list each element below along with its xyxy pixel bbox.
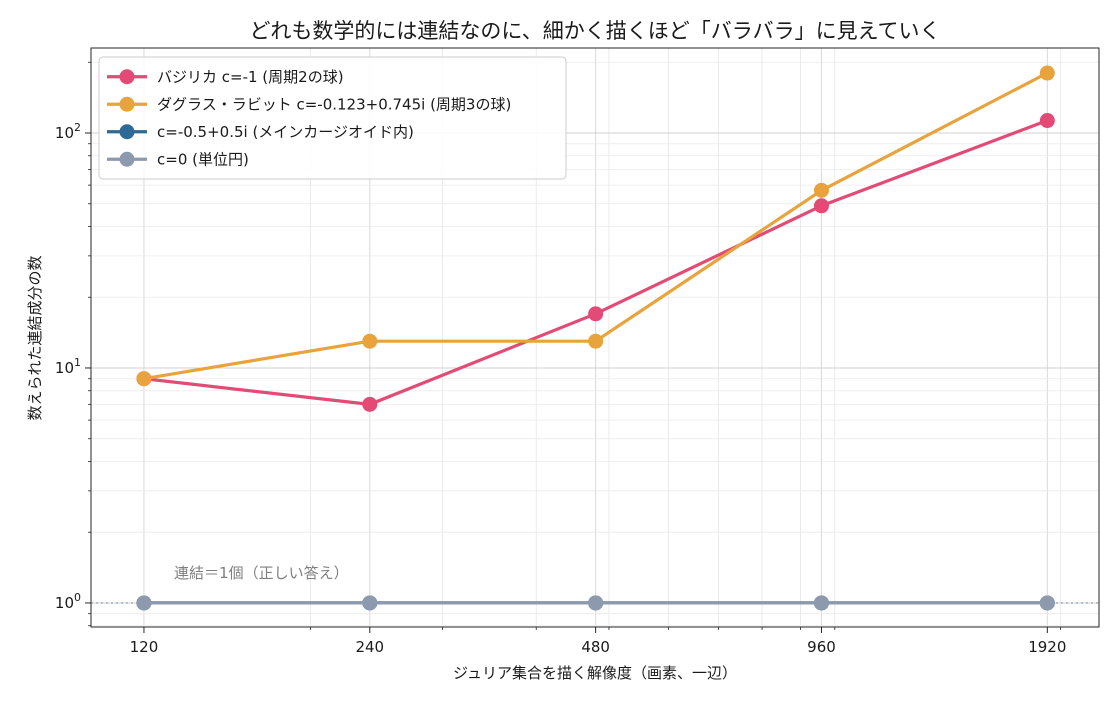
legend-marker — [119, 151, 135, 167]
data-point — [1039, 113, 1055, 129]
data-point — [362, 396, 378, 412]
annotation-text: 連結＝1個（正しい答え） — [174, 564, 349, 582]
data-point — [813, 198, 829, 214]
axes-group: 120 240 480 960 1920 100 101 102 — [55, 47, 1100, 656]
data-point — [588, 595, 604, 611]
y-axis-label: 数えられた連結成分の数 — [26, 255, 44, 420]
data-point — [588, 333, 604, 349]
series-group — [136, 65, 1055, 611]
legend-entry: ダグラス・ラビット c=-0.123+0.745i (周期3の球) — [107, 95, 511, 113]
legend-marker — [119, 69, 135, 85]
x-tick-label: 480 — [581, 638, 610, 656]
data-point — [362, 333, 378, 349]
data-point — [813, 595, 829, 611]
legend: バジリカ c=-1 (周期2の球) ダグラス・ラビット c=-0.123+0.74… — [98, 56, 567, 180]
data-point — [136, 371, 152, 387]
x-axis-label: ジュリア集合を描く解像度（画素、一辺） — [453, 664, 737, 682]
y-tick-label: 101 — [55, 356, 81, 377]
data-point — [1039, 595, 1055, 611]
legend-box — [98, 56, 567, 180]
legend-label: バジリカ c=-1 (周期2の球) — [157, 68, 344, 86]
plot-frame — [90, 47, 1100, 628]
legend-marker — [119, 124, 135, 140]
annotation-group: 連結＝1個（正しい答え） — [174, 564, 349, 582]
legend-label: c=0 (単位円) — [157, 150, 249, 168]
x-tick-label: 1920 — [1028, 638, 1066, 656]
data-point — [1039, 65, 1055, 81]
x-tick-label: 120 — [130, 638, 159, 656]
legend-marker — [119, 96, 135, 112]
x-tick-label: 960 — [807, 638, 836, 656]
legend-label: ダグラス・ラビット c=-0.123+0.745i (周期3の球) — [157, 95, 511, 113]
series-3 — [136, 595, 1055, 611]
chart-title: どれも数学的には連結なのに、細かく描くほど「バラバラ」に見えていく — [249, 19, 940, 43]
x-tick-label: 240 — [355, 638, 384, 656]
legend-label: c=-0.5+0.5i (メインカージオイド内) — [157, 123, 414, 141]
series-1 — [136, 65, 1055, 387]
data-point — [588, 306, 604, 322]
data-point — [136, 595, 152, 611]
y-tick-label: 100 — [55, 591, 81, 612]
y-tick-label: 102 — [55, 121, 81, 142]
data-point — [813, 182, 829, 198]
data-point — [362, 595, 378, 611]
legend-entry: c=0 (単位円) — [107, 150, 249, 168]
legend-entry: バジリカ c=-1 (周期2の球) — [107, 68, 344, 86]
legend-entry: c=-0.5+0.5i (メインカージオイド内) — [107, 123, 414, 141]
